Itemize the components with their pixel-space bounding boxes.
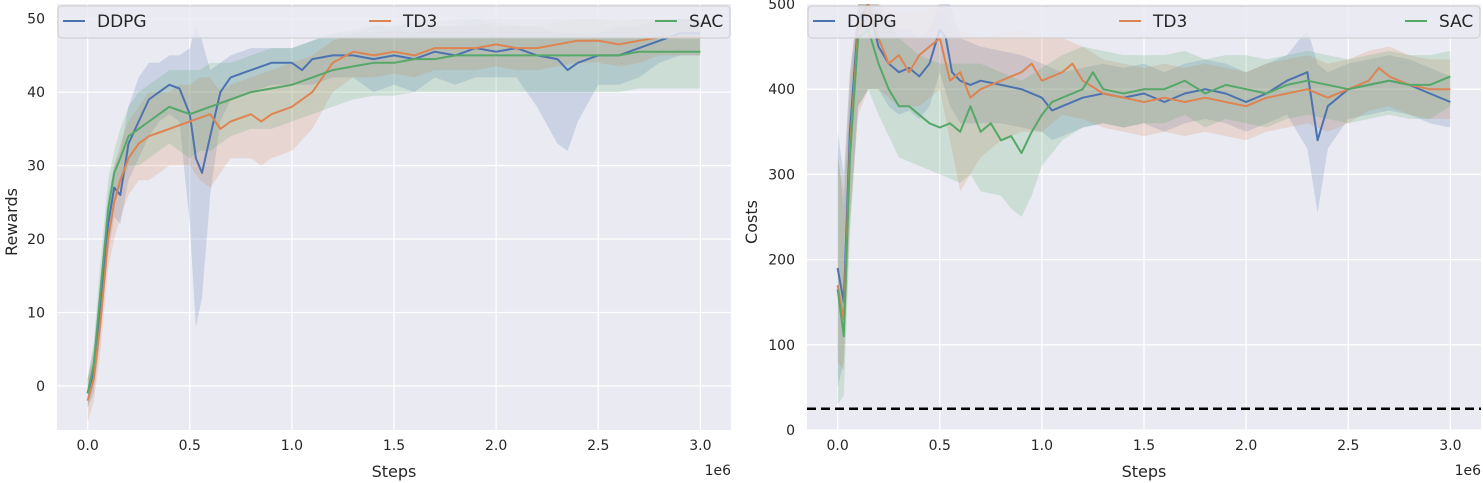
chart-1-x-tick-label: 1.5 xyxy=(383,438,405,454)
chart-2-sac-confidence-band xyxy=(837,4,1451,405)
chart-2-data-layer xyxy=(836,4,1451,405)
chart-2-x-offset-label: 1e6 xyxy=(1455,463,1482,479)
chart-1-x-offset-label: 1e6 xyxy=(705,463,732,479)
chart-2-x-tick-label: 3.0 xyxy=(1439,438,1461,454)
chart-1-sac-series-line xyxy=(86,50,701,394)
chart-1-legend-ddpg-label: DDPG xyxy=(97,12,147,32)
chart-2-legend-td3-label: TD3 xyxy=(1152,12,1187,32)
chart-2-y-tick-label: 0 xyxy=(786,423,795,439)
chart-1-x-tick-label: 2.0 xyxy=(485,438,507,454)
chart-2-x-tick-label: 2.5 xyxy=(1337,438,1359,454)
chart-1-y-axis-title: Rewards xyxy=(2,188,21,256)
chart-2-legend: DDPG TD3 SAC xyxy=(807,5,1481,39)
chart-2-x-tick-label: 1.0 xyxy=(1031,438,1053,454)
chart-2-legend-ddpg-label: DDPG xyxy=(847,12,897,32)
chart-1-legend-box xyxy=(57,5,731,39)
chart-2-y-tick-label: 500 xyxy=(768,0,795,13)
chart-1-x-tick-label: 2.5 xyxy=(587,438,609,454)
chart-2-td3-series-line xyxy=(836,4,1451,321)
chart-1-x-tick-label: 1.0 xyxy=(281,438,303,454)
chart-2-y-tick-label: 100 xyxy=(768,338,795,354)
chart-1-y-tick-label: 50 xyxy=(27,12,45,28)
chart-1-sac-confidence-band xyxy=(87,18,701,408)
chart-1-data-layer xyxy=(86,18,701,423)
chart-2-y-tick-label: 200 xyxy=(768,253,795,269)
chart-2-y-tick-label: 300 xyxy=(768,167,795,183)
chart-1-y-tick-label: 10 xyxy=(27,305,45,321)
chart-1-x-axis-title: Steps xyxy=(372,462,417,481)
chart-2-sac-series-line xyxy=(836,28,1451,338)
chart-1-x-tick-label: 3.0 xyxy=(689,438,711,454)
chart-2-legend-box xyxy=(807,5,1481,39)
chart-1-td3-series-line xyxy=(86,36,701,401)
chart-1-panel: 0.0 0.5 1.0 1.5 2.0 2.5 3.0 0 10 20 30 40 50 Steps Rew… xyxy=(2,4,731,481)
chart-2-x-tick-label: 2.0 xyxy=(1235,438,1257,454)
chart-1-y-tick-label: 20 xyxy=(27,232,45,248)
chart-1-y-tick-label: 30 xyxy=(27,159,45,175)
chart-1-y-tick-label: 40 xyxy=(27,85,45,101)
chart-1-x-tick-label: 0.5 xyxy=(179,438,201,454)
chart-2-ddpg-series-line xyxy=(836,4,1451,304)
chart-2-legend-sac-label: SAC xyxy=(1439,12,1473,32)
chart-2-panel: 0.0 0.5 1.0 1.5 2.0 2.5 3.0 0 100 200 300 400 500 Ste… xyxy=(742,0,1481,481)
chart-2-ddpg-confidence-band xyxy=(837,4,1451,388)
chart-2-td3-confidence-band xyxy=(837,4,1451,371)
chart-2-x-tick-label: 0.5 xyxy=(929,438,951,454)
chart-1-ddpg-series-line xyxy=(86,32,701,394)
chart-1-ddpg-confidence-band xyxy=(87,18,701,408)
chart-2-x-tick-label: 1.5 xyxy=(1133,438,1155,454)
chart-1-legend: DDPG TD3 SAC xyxy=(57,5,731,39)
chart-1-y-tick-label: 0 xyxy=(36,379,45,395)
chart-1-legend-sac-label: SAC xyxy=(689,12,723,32)
chart-2-y-axis-title: Costs xyxy=(742,200,761,244)
chart-2-x-tick-label: 0.0 xyxy=(827,438,849,454)
chart-1-td3-confidence-band xyxy=(87,18,701,423)
chart-1-x-tick-label: 0.0 xyxy=(77,438,99,454)
chart-2-y-tick-label: 400 xyxy=(768,82,795,98)
chart-2-x-axis-title: Steps xyxy=(1122,462,1167,481)
chart-1-legend-td3-label: TD3 xyxy=(402,12,437,32)
